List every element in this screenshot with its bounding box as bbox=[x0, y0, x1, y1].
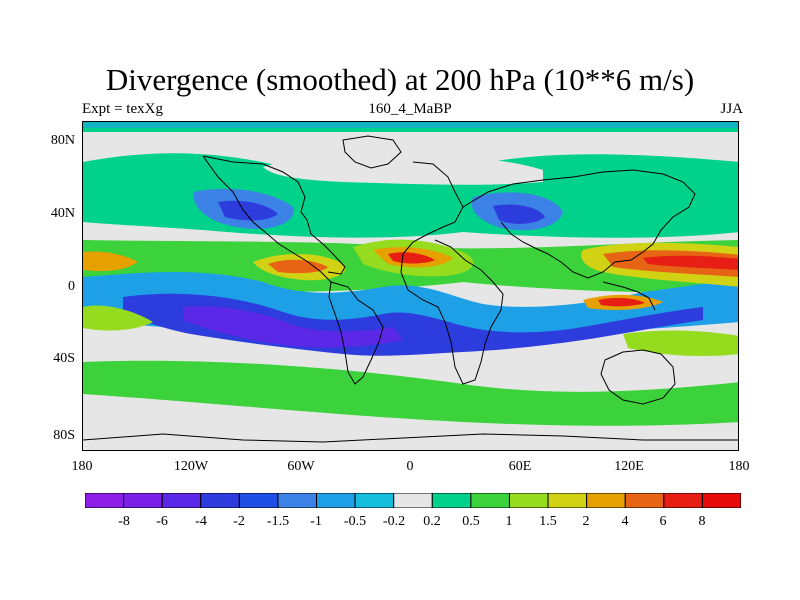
colorbar-swatch bbox=[200, 493, 240, 508]
sh-divergence-band bbox=[83, 360, 738, 426]
colorbar-label: 1 bbox=[505, 514, 513, 529]
map-field-svg bbox=[83, 122, 738, 443]
nh-convergence-cell bbox=[493, 204, 545, 224]
tropical-divergence-maximum bbox=[268, 259, 328, 274]
colorbar bbox=[85, 493, 741, 508]
colorbar-label: -8 bbox=[118, 514, 130, 529]
colorbar-label: -1 bbox=[310, 514, 322, 529]
coastline-australia bbox=[600, 349, 676, 405]
colorbar-swatch bbox=[431, 493, 472, 508]
colorbar-label: 0.2 bbox=[423, 514, 441, 529]
lon-tick-label: 60E bbox=[508, 459, 532, 474]
colorbar-label: -1.5 bbox=[266, 514, 290, 529]
colorbar-swatch bbox=[316, 493, 356, 508]
colorbar-label: 6 bbox=[659, 514, 667, 529]
tropical-divergence-maximum bbox=[643, 255, 738, 270]
colorbar-label: 4 bbox=[621, 514, 629, 529]
coastline-south-america bbox=[328, 281, 384, 385]
lon-tick-label: 180 bbox=[71, 459, 93, 474]
polar-fill bbox=[83, 122, 738, 128]
equatorial-convergence-band bbox=[183, 306, 403, 348]
colorbar-label: 2 bbox=[582, 514, 590, 529]
colorbar-swatch bbox=[586, 493, 626, 508]
colorbar-label: -0.2 bbox=[382, 514, 406, 529]
colorbar-swatch bbox=[161, 493, 202, 508]
coastline-north-america bbox=[202, 155, 332, 283]
run-label: 160_4_MaBP bbox=[368, 101, 452, 117]
colorbar-swatch bbox=[354, 493, 395, 508]
colorbar-swatch bbox=[624, 493, 665, 508]
colorbar-swatch bbox=[663, 493, 703, 508]
colorbar-swatch bbox=[238, 493, 279, 508]
colorbar-label: -0.5 bbox=[343, 514, 367, 529]
tropical-divergence-maximum bbox=[388, 252, 435, 264]
colorbar-label: -6 bbox=[156, 514, 168, 529]
lon-tick-label: 0 bbox=[406, 459, 414, 474]
colorbar-label: -4 bbox=[195, 514, 207, 529]
experiment-label: Expt = texXg bbox=[82, 101, 163, 117]
lat-tick-label: 40N bbox=[50, 206, 75, 221]
nh-divergence-zone bbox=[263, 155, 543, 185]
colorbar-label: 0.5 bbox=[462, 514, 480, 529]
colorbar-swatch bbox=[508, 493, 549, 508]
coastline-antarctica bbox=[83, 433, 738, 443]
colorbar-swatch bbox=[470, 493, 510, 508]
colorbar-label: 8 bbox=[698, 514, 706, 529]
lat-tick-label: 80S bbox=[53, 428, 75, 443]
lon-tick-label: 60W bbox=[287, 459, 315, 474]
map-plot bbox=[82, 121, 739, 451]
coastline-maritime bbox=[602, 281, 656, 311]
sh-divergence-band bbox=[623, 330, 738, 356]
colorbar-label: 1.5 bbox=[539, 514, 557, 529]
colorbar-swatch bbox=[547, 493, 588, 508]
nh-convergence-cell bbox=[218, 200, 278, 221]
sh-divergence-band bbox=[83, 305, 153, 331]
coastline-asia bbox=[462, 169, 696, 279]
coastline-north-america bbox=[202, 155, 346, 275]
coastline-greenland bbox=[342, 135, 402, 169]
lon-tick-label: 120E bbox=[614, 459, 644, 474]
coastlines bbox=[83, 135, 738, 443]
colorbar-swatch bbox=[85, 493, 125, 508]
tropical-divergence-maximum bbox=[598, 297, 645, 307]
colorbar-swatch bbox=[277, 493, 318, 508]
colorbar-swatch bbox=[123, 493, 163, 508]
colorbar-label: -2 bbox=[233, 514, 245, 529]
lon-tick-label: 180 bbox=[728, 459, 750, 474]
map-title: Divergence (smoothed) at 200 hPa (10**6 … bbox=[105, 62, 695, 97]
lat-tick-label: 40S bbox=[53, 351, 75, 366]
tropical-divergence-maximum bbox=[83, 251, 138, 272]
colorbar-swatch bbox=[701, 493, 741, 508]
lat-tick-label: 80N bbox=[50, 133, 75, 148]
coastline-europe-africa bbox=[400, 161, 504, 385]
lon-tick-label: 120W bbox=[173, 459, 209, 474]
season-label: JJA bbox=[720, 101, 743, 117]
colorbar-swatch bbox=[393, 493, 433, 508]
lat-tick-label: 0 bbox=[68, 279, 75, 294]
